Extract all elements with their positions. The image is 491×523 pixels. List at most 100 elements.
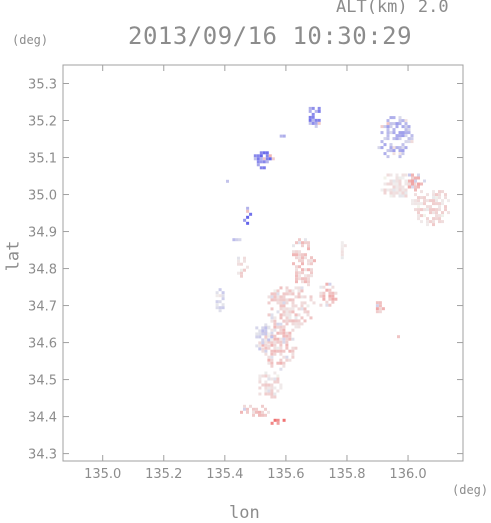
- radar-cell: [273, 349, 277, 353]
- radar-cell: [270, 343, 274, 347]
- echo-cluster: [215, 288, 225, 313]
- radar-cell: [444, 193, 447, 197]
- radar-cell: [264, 386, 268, 390]
- radar-cell: [218, 309, 222, 313]
- radar-cell: [386, 173, 390, 177]
- radar-cell: [259, 166, 263, 170]
- radar-cell: [298, 259, 301, 263]
- radar-cell: [285, 286, 289, 290]
- radar-cell: [279, 304, 283, 308]
- radar-cell: [295, 280, 298, 284]
- radar-cell: [282, 334, 286, 338]
- radar-cell: [307, 241, 310, 245]
- radar-cell: [262, 166, 266, 170]
- radar-cell: [270, 328, 274, 332]
- radar-cell: [285, 316, 289, 320]
- radar-cell: [267, 410, 270, 414]
- radar-cell: [267, 392, 271, 396]
- radar-cell: [398, 185, 402, 189]
- radar-cell: [270, 355, 274, 359]
- radar-cell: [285, 358, 289, 362]
- radar-cell: [432, 196, 435, 200]
- radar-cell: [288, 331, 292, 335]
- radar-cell: [322, 291, 326, 295]
- radar-cell: [221, 306, 225, 310]
- radar-cell: [417, 199, 420, 203]
- radar-cell: [407, 137, 411, 141]
- radar-cell: [386, 119, 390, 123]
- radar-cell: [310, 274, 313, 278]
- radar-cell: [331, 291, 335, 295]
- radar-cell: [288, 310, 292, 314]
- radar-cell: [285, 334, 289, 338]
- radar-cell: [258, 335, 262, 339]
- y-tick-label: 34.5: [28, 374, 57, 389]
- radar-cell: [404, 179, 408, 183]
- radar-cell: [285, 337, 289, 341]
- radar-cell: [264, 340, 268, 344]
- radar-cell: [432, 217, 435, 221]
- radar-cell: [447, 199, 450, 203]
- radar-cell: [392, 152, 396, 156]
- radar-cell: [404, 119, 408, 123]
- radar-cell: [291, 319, 295, 323]
- radar-cell: [392, 194, 396, 198]
- radar-cell: [435, 217, 438, 221]
- radar-cell: [258, 377, 262, 381]
- radar-cell: [404, 188, 408, 192]
- radar-cell: [435, 202, 438, 206]
- radar-cell: [249, 404, 252, 408]
- radar-cell: [264, 380, 268, 384]
- radar-cell: [256, 157, 260, 161]
- radar-cell: [392, 185, 396, 189]
- radar-cell: [438, 214, 441, 218]
- radar-cell: [292, 244, 295, 248]
- radar-cell: [426, 199, 429, 203]
- radar-cell: [389, 125, 393, 129]
- radar-cell: [383, 188, 387, 192]
- radar-cell: [285, 298, 289, 302]
- radar-cell: [276, 325, 280, 329]
- radar-cell: [444, 196, 447, 200]
- radar-cell: [410, 137, 414, 141]
- y-tick-label: 35.1: [28, 152, 57, 167]
- y-tick-label: 35.3: [28, 78, 57, 93]
- radar-cell: [301, 256, 304, 260]
- radar-cell: [432, 193, 435, 197]
- radar-cell: [300, 316, 304, 320]
- radar-cell: [407, 128, 411, 132]
- radar-cell: [294, 316, 298, 320]
- radar-cell: [426, 220, 429, 224]
- radar-cell: [411, 176, 414, 180]
- y-tick-label: 35.2: [28, 115, 57, 130]
- radar-cell: [380, 125, 384, 129]
- radar-cell: [298, 253, 301, 257]
- radar-cell: [411, 199, 414, 203]
- radar-cell: [285, 310, 289, 314]
- radar-cell: [314, 109, 318, 113]
- radar-cell: [438, 208, 441, 212]
- radar-cell: [264, 343, 268, 347]
- radar-cell: [304, 238, 307, 242]
- radar-cell: [294, 325, 298, 329]
- radar-cell: [304, 253, 307, 257]
- radar-cell: [438, 193, 441, 197]
- radar-cell: [282, 337, 286, 341]
- radar-cell: [377, 146, 381, 150]
- radar-cell: [334, 291, 338, 295]
- radar-cell: [395, 188, 399, 192]
- radar-cell: [375, 310, 379, 314]
- radar-cell: [279, 328, 283, 332]
- echo-cluster: [340, 241, 347, 260]
- radar-cell: [395, 122, 399, 126]
- radar-cell: [273, 343, 277, 347]
- radar-cell: [297, 322, 301, 326]
- radar-cell: [301, 259, 304, 263]
- radar-cell: [417, 208, 420, 212]
- radar-cell: [398, 179, 402, 183]
- radar-cell: [276, 322, 280, 326]
- radar-cell: [264, 389, 268, 393]
- radar-cell: [395, 185, 399, 189]
- radar-cell: [383, 191, 387, 195]
- radar-cell: [438, 202, 441, 206]
